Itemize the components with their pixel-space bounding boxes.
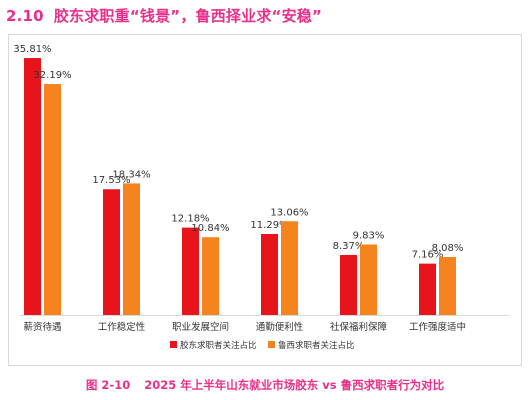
- legend-label: 胶东求职者关注占比: [180, 340, 257, 351]
- data-label: 8.37%: [333, 241, 365, 252]
- bar-luxi: [123, 183, 140, 315]
- data-label: 32.19%: [33, 70, 71, 81]
- bar-jiaodong: [261, 233, 278, 315]
- bar-jiaodong: [24, 58, 41, 315]
- bar-jiaodong: [419, 263, 436, 315]
- category-label: 社保福利保障: [330, 321, 388, 333]
- bar-luxi: [202, 237, 219, 315]
- bar-jiaodong: [340, 254, 357, 315]
- bar-luxi: [281, 221, 298, 315]
- section-heading: 2.10 胶东求职重“钱景”，鲁西择业求“安稳”: [6, 5, 322, 26]
- bar-jiaodong: [182, 227, 199, 315]
- category-label: 职业发展空间: [172, 321, 229, 333]
- section-title: 胶东求职重“钱景”，鲁西择业求“安稳”: [53, 7, 323, 25]
- figure-caption-text: 2025 年上半年山东就业市场胶东 vs 鲁西求职者行为对比: [144, 378, 445, 392]
- legend-swatch: [268, 341, 275, 348]
- section-number: 2.10: [6, 7, 44, 25]
- bar-luxi: [360, 244, 377, 315]
- data-label: 11.29%: [250, 220, 288, 231]
- category-label: 工作稳定性: [98, 321, 146, 333]
- data-label: 12.18%: [171, 214, 209, 225]
- category-label: 工作强度适中: [409, 321, 466, 333]
- legend-swatch: [170, 341, 177, 348]
- data-label: 8.08%: [432, 243, 464, 254]
- data-label: 13.06%: [270, 207, 308, 218]
- data-label: 10.84%: [191, 223, 229, 234]
- data-label: 7.16%: [412, 250, 444, 261]
- figure-caption: 图 2-10 2025 年上半年山东就业市场胶东 vs 鲁西求职者行为对比: [0, 377, 530, 393]
- bar-luxi: [44, 84, 61, 316]
- legend-label: 鲁西求职者关注占比: [278, 340, 355, 351]
- category-label: 通勤便利性: [256, 321, 304, 333]
- data-label: 35.81%: [13, 44, 51, 55]
- data-label: 17.53%: [92, 175, 130, 186]
- data-label: 9.83%: [353, 230, 385, 241]
- figure-number: 图 2-10: [85, 378, 131, 392]
- bar-jiaodong: [103, 189, 120, 315]
- category-label: 薪资待遇: [23, 321, 62, 333]
- bar-luxi: [439, 257, 456, 315]
- data-label: 18.34%: [112, 169, 150, 180]
